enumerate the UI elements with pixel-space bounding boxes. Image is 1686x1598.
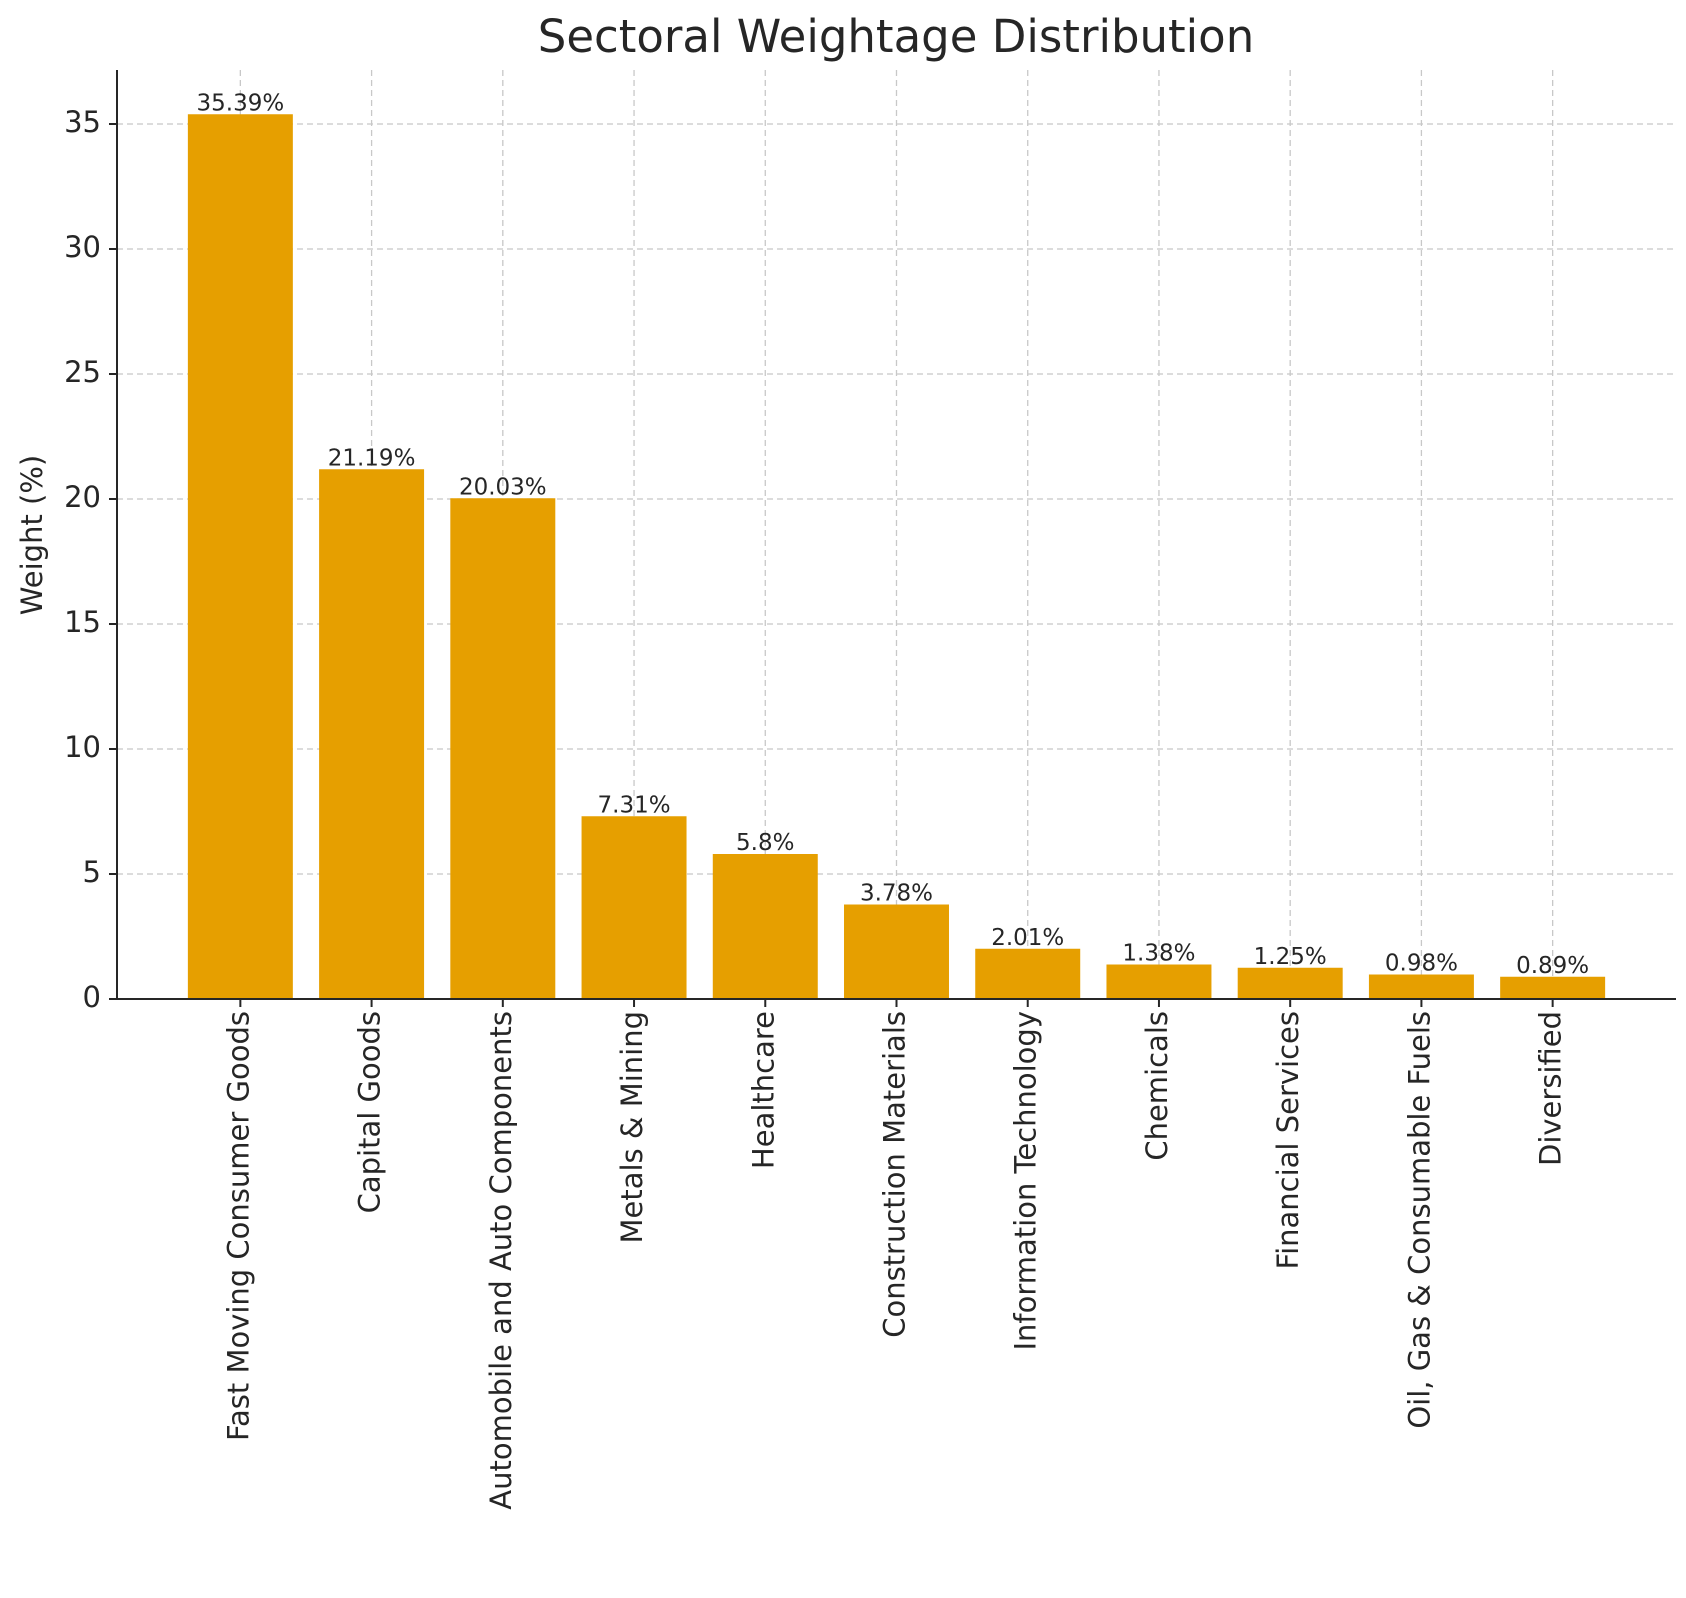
value-label: 35.39%: [197, 90, 285, 116]
bar: [844, 904, 949, 999]
y-tick-label: 25: [64, 355, 101, 389]
bar: [319, 469, 425, 999]
x-tick-label: Chemicals: [1140, 1011, 1174, 1161]
value-label: 21.19%: [328, 445, 416, 471]
bar: [1500, 976, 1606, 999]
x-tick-label: Automobile and Auto Components: [484, 1011, 518, 1510]
value-label: 7.31%: [598, 792, 671, 818]
x-tick-label: Fast Moving Consumer Goods: [221, 1011, 255, 1441]
value-label: 1.25%: [1254, 944, 1327, 970]
x-tick-label: Oil, Gas & Consumable Fuels: [1402, 1011, 1436, 1429]
y-tick-label: 5: [83, 855, 101, 889]
x-tick-label: Information Technology: [1009, 1011, 1043, 1351]
bar: [187, 114, 293, 999]
y-tick-label: 20: [64, 480, 101, 514]
value-label: 20.03%: [459, 474, 547, 500]
x-tick-label: Healthcare: [746, 1011, 780, 1169]
bar: [1368, 974, 1474, 999]
y-tick-label: 30: [64, 230, 101, 264]
chart-title: Sectoral Weightage Distribution: [538, 10, 1254, 63]
bar: [581, 816, 687, 999]
x-tick-label: Diversified: [1534, 1011, 1568, 1166]
value-label: 2.01%: [991, 925, 1064, 951]
value-label: 3.78%: [860, 881, 933, 907]
value-label: 0.98%: [1385, 951, 1458, 977]
value-label: 1.38%: [1122, 941, 1195, 967]
bar: [1237, 967, 1343, 999]
bar: [975, 948, 1081, 999]
bar: [712, 854, 818, 999]
x-tick-label: Financial Services: [1271, 1011, 1305, 1270]
bar: [1106, 964, 1212, 999]
value-label: 0.89%: [1516, 953, 1589, 979]
x-tick-label: Capital Goods: [353, 1011, 387, 1213]
y-tick-label: 35: [64, 105, 101, 139]
value-label: 5.8%: [736, 830, 794, 856]
y-tick-label: 15: [64, 605, 101, 639]
x-tick-label: Metals & Mining: [615, 1011, 649, 1244]
y-axis-label: Weight (%): [15, 455, 49, 615]
x-tick-label: Construction Materials: [878, 1011, 912, 1338]
y-tick-label: 10: [64, 730, 101, 764]
y-tick-label: 0: [83, 980, 101, 1014]
bar: [450, 498, 556, 999]
